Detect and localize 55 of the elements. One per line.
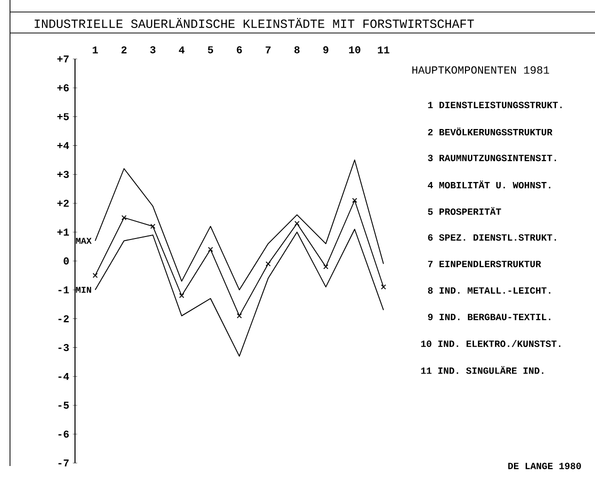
x-tick-label: 5 bbox=[208, 46, 214, 54]
line-series bbox=[94, 160, 384, 290]
point bbox=[150, 224, 156, 229]
x-tick-label: 4 bbox=[178, 46, 185, 54]
point bbox=[208, 246, 214, 252]
x-tick-label: 9 bbox=[323, 46, 328, 54]
y-tick-label: -3 bbox=[58, 344, 69, 352]
y-tick-label: +7 bbox=[57, 56, 69, 62]
x-tick-label: 7 bbox=[266, 46, 271, 54]
y-tick-label: 0 bbox=[64, 257, 69, 265]
x-tick-label: 11 bbox=[378, 46, 390, 54]
text: 11 IND. SINGULÄRE IND. bbox=[421, 366, 544, 374]
series-label: MIN bbox=[76, 286, 92, 293]
point bbox=[121, 215, 127, 220]
y-tick-label: +5 bbox=[57, 113, 69, 120]
y-tick-label: +4 bbox=[57, 142, 70, 149]
point bbox=[179, 293, 184, 298]
x-tick-label: 1 bbox=[92, 46, 98, 54]
y-tick-label: +3 bbox=[57, 170, 69, 178]
point bbox=[380, 284, 386, 290]
y-tick-label: -2 bbox=[58, 315, 69, 322]
y-tick-label: -1 bbox=[58, 286, 69, 294]
text: 6 SPEZ. DIENSTL.STRUKT. bbox=[428, 234, 556, 241]
text: 5 PROSPERITÄT bbox=[428, 207, 502, 215]
line-series bbox=[94, 228, 384, 357]
y-tick-label: +1 bbox=[57, 228, 69, 236]
x-tick-label: 3 bbox=[150, 46, 156, 54]
text: 9 IND. BERGBAU-TEXTIL. bbox=[428, 314, 550, 320]
text: 10 IND. ELEKTRO./KUNSTST. bbox=[421, 340, 560, 347]
chart-title: INDUSTRIELLE SAUERLÄNDISCHE KLEINSTÄDTE MIT FORSTWIRTSCHAFT bbox=[34, 18, 474, 28]
point bbox=[352, 198, 358, 203]
x-tick-label: 10 bbox=[349, 46, 360, 54]
y-tick-label: +6 bbox=[57, 84, 69, 92]
text: DE LANGE 1980 bbox=[508, 462, 581, 470]
series-label: MAX bbox=[76, 238, 92, 244]
x-tick-label: 6 bbox=[236, 46, 242, 54]
point bbox=[236, 313, 242, 318]
y-tick-label: -4 bbox=[58, 372, 70, 380]
y-tick-label: +2 bbox=[57, 200, 69, 207]
point bbox=[323, 264, 328, 270]
y-tick-label: -7 bbox=[58, 460, 69, 466]
point bbox=[266, 261, 271, 266]
x-tick-label: 2 bbox=[122, 46, 127, 54]
text: 2 BEVÖLKERUNGSSTRUKTUR bbox=[428, 128, 552, 136]
text: 8 IND. METALL.-LEICHT. bbox=[428, 287, 550, 294]
text: 7 EINPENDLERSTRUKTUR bbox=[428, 260, 542, 268]
text: HAUPTKOMPONENTEN 1981 bbox=[412, 66, 550, 74]
text: 1 DIENSTLEISTUNGSSTRUKT. bbox=[428, 102, 562, 108]
point bbox=[92, 272, 98, 278]
y-tick-label: -5 bbox=[58, 402, 69, 409]
text: 4 MOBILITÄT U. WOHNST. bbox=[428, 180, 550, 188]
y-tick-label: -6 bbox=[58, 430, 69, 438]
x-tick-label: 8 bbox=[294, 46, 300, 54]
point bbox=[294, 220, 300, 226]
text: 3 RAUMNUTZUNGSINTENSIT. bbox=[428, 154, 556, 162]
